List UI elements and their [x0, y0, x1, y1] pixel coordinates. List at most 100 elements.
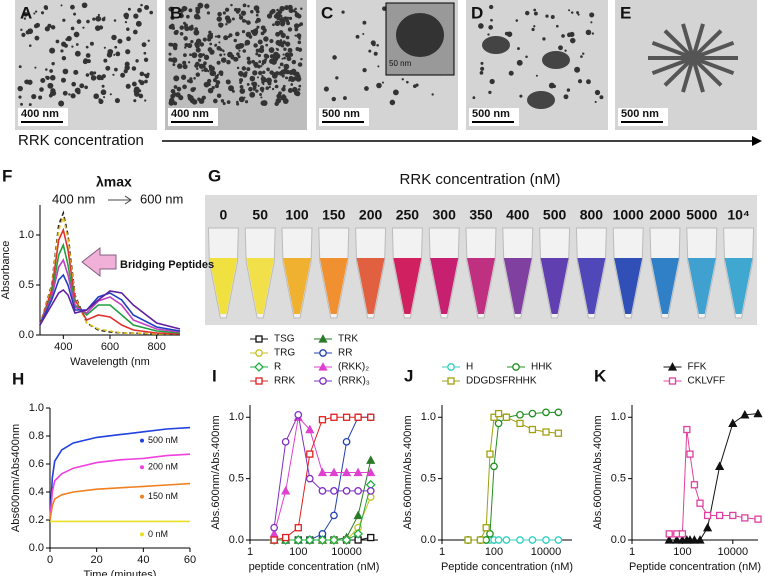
- particle: [33, 23, 39, 29]
- dendrite: [691, 29, 723, 60]
- x-tick-label: 100: [673, 546, 691, 558]
- marker: [367, 533, 375, 542]
- particle: [193, 76, 196, 80]
- particle: [18, 95, 22, 99]
- particle: [38, 95, 43, 100]
- marker: [342, 413, 351, 421]
- x-axis-label: Wavelength (nm: [70, 356, 150, 368]
- particle: [564, 49, 567, 52]
- tube-label: 150: [322, 207, 346, 223]
- particle: [478, 23, 484, 29]
- particle: [73, 31, 80, 38]
- particle: [248, 86, 253, 92]
- series-line: [49, 482, 191, 521]
- particle: [137, 20, 140, 24]
- particle: [126, 27, 130, 31]
- particle: [174, 29, 179, 34]
- particle: [49, 47, 56, 54]
- particle: [570, 11, 574, 14]
- particle: [62, 68, 69, 75]
- particle: [286, 56, 292, 62]
- marker: [542, 408, 550, 417]
- x-tick-label: 20: [91, 554, 103, 566]
- particle: [50, 90, 57, 96]
- particle: [207, 33, 214, 40]
- particle: [256, 76, 259, 79]
- series-line: [39, 273, 181, 332]
- particle: [79, 83, 85, 89]
- particle: [138, 89, 142, 93]
- particle: [85, 73, 90, 77]
- particle: [226, 59, 231, 65]
- particle: [256, 25, 260, 29]
- particle: [245, 31, 252, 38]
- particle: [239, 74, 243, 77]
- marker: [281, 486, 291, 495]
- marker: [305, 424, 315, 434]
- y-tick-label: 0.0: [229, 534, 244, 546]
- particle: [270, 8, 276, 14]
- particle: [238, 70, 244, 77]
- particle: [172, 42, 178, 49]
- particle: [40, 78, 46, 84]
- marker: [464, 536, 472, 544]
- particle: [143, 51, 147, 55]
- particle: [147, 39, 150, 42]
- particle: [247, 4, 250, 8]
- particle: [133, 86, 140, 93]
- y-tick-label: 0.6: [29, 458, 44, 470]
- particle: [258, 60, 262, 64]
- marker: [715, 461, 725, 471]
- particle: [298, 37, 301, 40]
- marker: [341, 467, 352, 477]
- y-tick-label: 0.2: [29, 514, 44, 526]
- particle: [63, 43, 68, 48]
- y-tick-label: 1.0: [29, 402, 44, 414]
- particle: [217, 11, 222, 17]
- marker: [516, 410, 524, 419]
- particle: [144, 4, 150, 11]
- legend-marker: [140, 494, 144, 499]
- particle: [106, 52, 113, 58]
- particle: [62, 90, 68, 96]
- particle: [47, 82, 54, 89]
- marker: [554, 536, 563, 544]
- particle: [291, 59, 297, 65]
- tube-solution: [319, 258, 348, 314]
- marker: [664, 535, 674, 544]
- x-tick-label: 1: [629, 546, 635, 558]
- particle: [171, 57, 178, 64]
- particle: [222, 101, 226, 106]
- marker: [486, 530, 494, 538]
- panel-label: I: [212, 366, 217, 385]
- particle: [209, 49, 215, 55]
- particle: [591, 32, 595, 35]
- particle: [20, 28, 23, 31]
- tube-solution: [393, 258, 422, 314]
- y-tick-label: 0.8: [29, 430, 44, 442]
- legend-marker: [140, 438, 144, 443]
- particle: [176, 86, 182, 92]
- y-axis-label: Abs.600nm/Abs.400nm: [592, 415, 604, 529]
- marker: [665, 530, 673, 538]
- legend-marker: [318, 334, 328, 343]
- legend-label: FFK: [688, 362, 707, 373]
- marker: [318, 487, 327, 495]
- dendrite: [691, 23, 705, 59]
- particle: [86, 19, 90, 24]
- particle: [281, 87, 286, 92]
- particle: [343, 96, 347, 100]
- particle: [582, 52, 585, 55]
- particle: [127, 7, 131, 11]
- arrow-head: [752, 136, 762, 146]
- panel-label: D: [471, 3, 483, 22]
- particle: [197, 97, 201, 102]
- particle: [226, 100, 231, 104]
- dendrite: [681, 23, 695, 59]
- bridging-arrow: [81, 246, 117, 278]
- particle: [85, 53, 91, 58]
- particle: [246, 56, 251, 61]
- particle: [295, 76, 302, 82]
- tube-label: 400: [506, 207, 530, 223]
- particle: [297, 74, 301, 78]
